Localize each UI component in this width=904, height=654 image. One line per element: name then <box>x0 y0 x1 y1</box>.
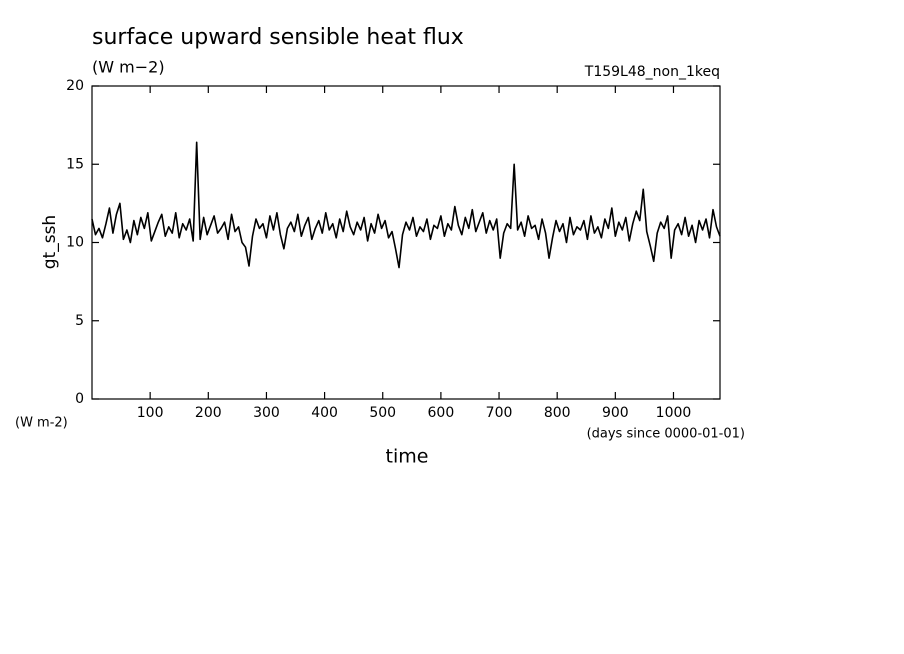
chart-subtitle: (W m−2) <box>92 58 165 77</box>
x-tick-label: 300 <box>253 405 280 421</box>
x-tick-label: 100 <box>137 405 164 421</box>
y-tick-label: 15 <box>66 156 84 172</box>
axes <box>92 85 720 400</box>
plot-frame <box>91 85 721 400</box>
x-axis-units: (days since 0000-01-01) <box>587 427 745 442</box>
x-tick-label: 200 <box>195 405 222 421</box>
x-tick-label: 700 <box>486 405 513 421</box>
y-tick-label: 0 <box>75 391 84 407</box>
x-tick-label: 500 <box>369 405 396 421</box>
x-tick-label: 900 <box>602 405 629 421</box>
x-axis-label: time <box>386 446 429 468</box>
y-tick-label: 5 <box>75 313 84 329</box>
x-tick-label: 1000 <box>656 405 692 421</box>
y-tick-label: 10 <box>66 235 84 251</box>
x-tick-label: 400 <box>311 405 338 421</box>
chart-title: surface upward sensible heat flux <box>92 25 464 50</box>
data-line <box>91 141 721 269</box>
y-axis-units: (W m-2) <box>15 416 68 431</box>
y-axis-label: gt_ssh <box>40 215 60 269</box>
x-tick-label: 600 <box>428 405 455 421</box>
y-tick-label: 20 <box>66 78 84 94</box>
x-tick-label: 800 <box>544 405 571 421</box>
experiment-label: T159L48_non_1keq <box>584 64 720 80</box>
